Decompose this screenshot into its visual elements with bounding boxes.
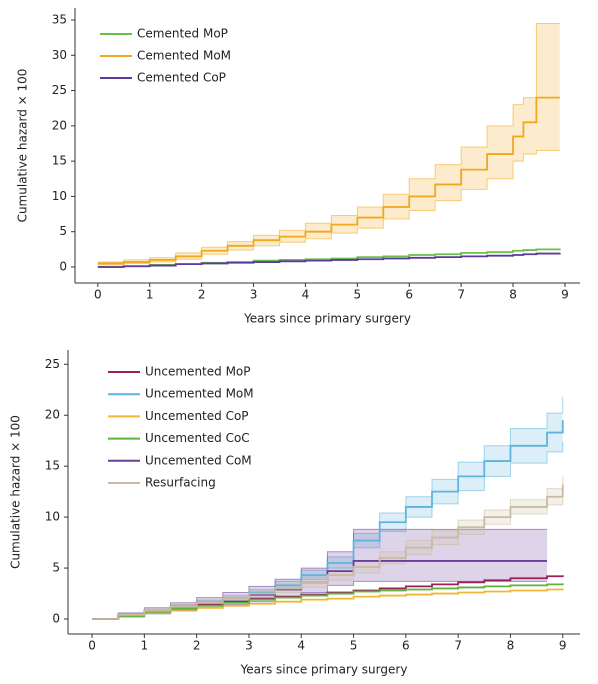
confidence-band xyxy=(92,529,548,620)
y-tick-label: 25 xyxy=(45,357,60,371)
band-edge xyxy=(97,150,560,266)
x-tick-label: 8 xyxy=(507,639,515,653)
x-tick-label: 7 xyxy=(454,639,462,653)
y-tick-label: 5 xyxy=(59,224,67,238)
legend-label: Uncemented CoM xyxy=(145,453,252,467)
y-tick-label: 15 xyxy=(45,459,60,473)
y-tick-label: 25 xyxy=(52,83,67,97)
y-tick-label: 15 xyxy=(52,154,67,168)
legend-label: Uncemented CoP xyxy=(145,409,249,423)
legend-label: Resurfacing xyxy=(145,476,216,490)
x-tick-label: 9 xyxy=(561,288,569,302)
legend-label: Uncemented MoP xyxy=(145,365,251,379)
legend-label: Uncemented CoC xyxy=(145,431,250,445)
x-tick-label: 2 xyxy=(198,288,206,302)
x-axis-label: Years since primary surgery xyxy=(243,312,411,326)
band-edge xyxy=(92,528,548,620)
band-edge xyxy=(97,23,560,263)
y-axis-label: Cumulative hazard × 100 xyxy=(9,415,23,569)
legend-label: Cemented MoM xyxy=(137,49,231,63)
y-tick-label: 10 xyxy=(52,189,67,203)
series-line xyxy=(97,96,560,265)
x-tick-label: 0 xyxy=(88,639,96,653)
x-tick-label: 5 xyxy=(350,639,358,653)
x-axis-label: Years since primary surgery xyxy=(240,663,408,677)
x-tick-label: 9 xyxy=(559,639,567,653)
x-tick-label: 5 xyxy=(354,288,362,302)
y-tick-label: 0 xyxy=(52,612,60,626)
x-tick-label: 3 xyxy=(250,288,258,302)
y-tick-label: 20 xyxy=(52,118,67,132)
y-tick-label: 0 xyxy=(59,259,67,273)
x-tick-label: 4 xyxy=(302,288,310,302)
x-tick-label: 0 xyxy=(94,288,102,302)
x-tick-label: 4 xyxy=(297,639,305,653)
x-tick-label: 7 xyxy=(457,288,465,302)
x-tick-label: 8 xyxy=(509,288,517,302)
y-tick-label: 35 xyxy=(52,12,67,26)
y-tick-label: 30 xyxy=(52,48,67,62)
series-line xyxy=(92,484,564,620)
series-line xyxy=(97,252,561,268)
legend-label: Uncemented MoM xyxy=(145,387,254,401)
y-axis-label: Cumulative hazard × 100 xyxy=(16,69,30,223)
x-tick-label: 2 xyxy=(193,639,201,653)
legend-label: Cemented CoP xyxy=(137,71,226,85)
y-tick-label: 5 xyxy=(52,561,60,575)
y-tick-label: 10 xyxy=(45,510,60,524)
x-tick-label: 1 xyxy=(146,288,154,302)
x-tick-label: 1 xyxy=(141,639,149,653)
y-tick-label: 20 xyxy=(45,408,60,422)
legend-label: Cemented MoP xyxy=(137,27,228,41)
x-tick-label: 6 xyxy=(405,288,413,302)
x-tick-label: 3 xyxy=(245,639,253,653)
x-tick-label: 6 xyxy=(402,639,410,653)
